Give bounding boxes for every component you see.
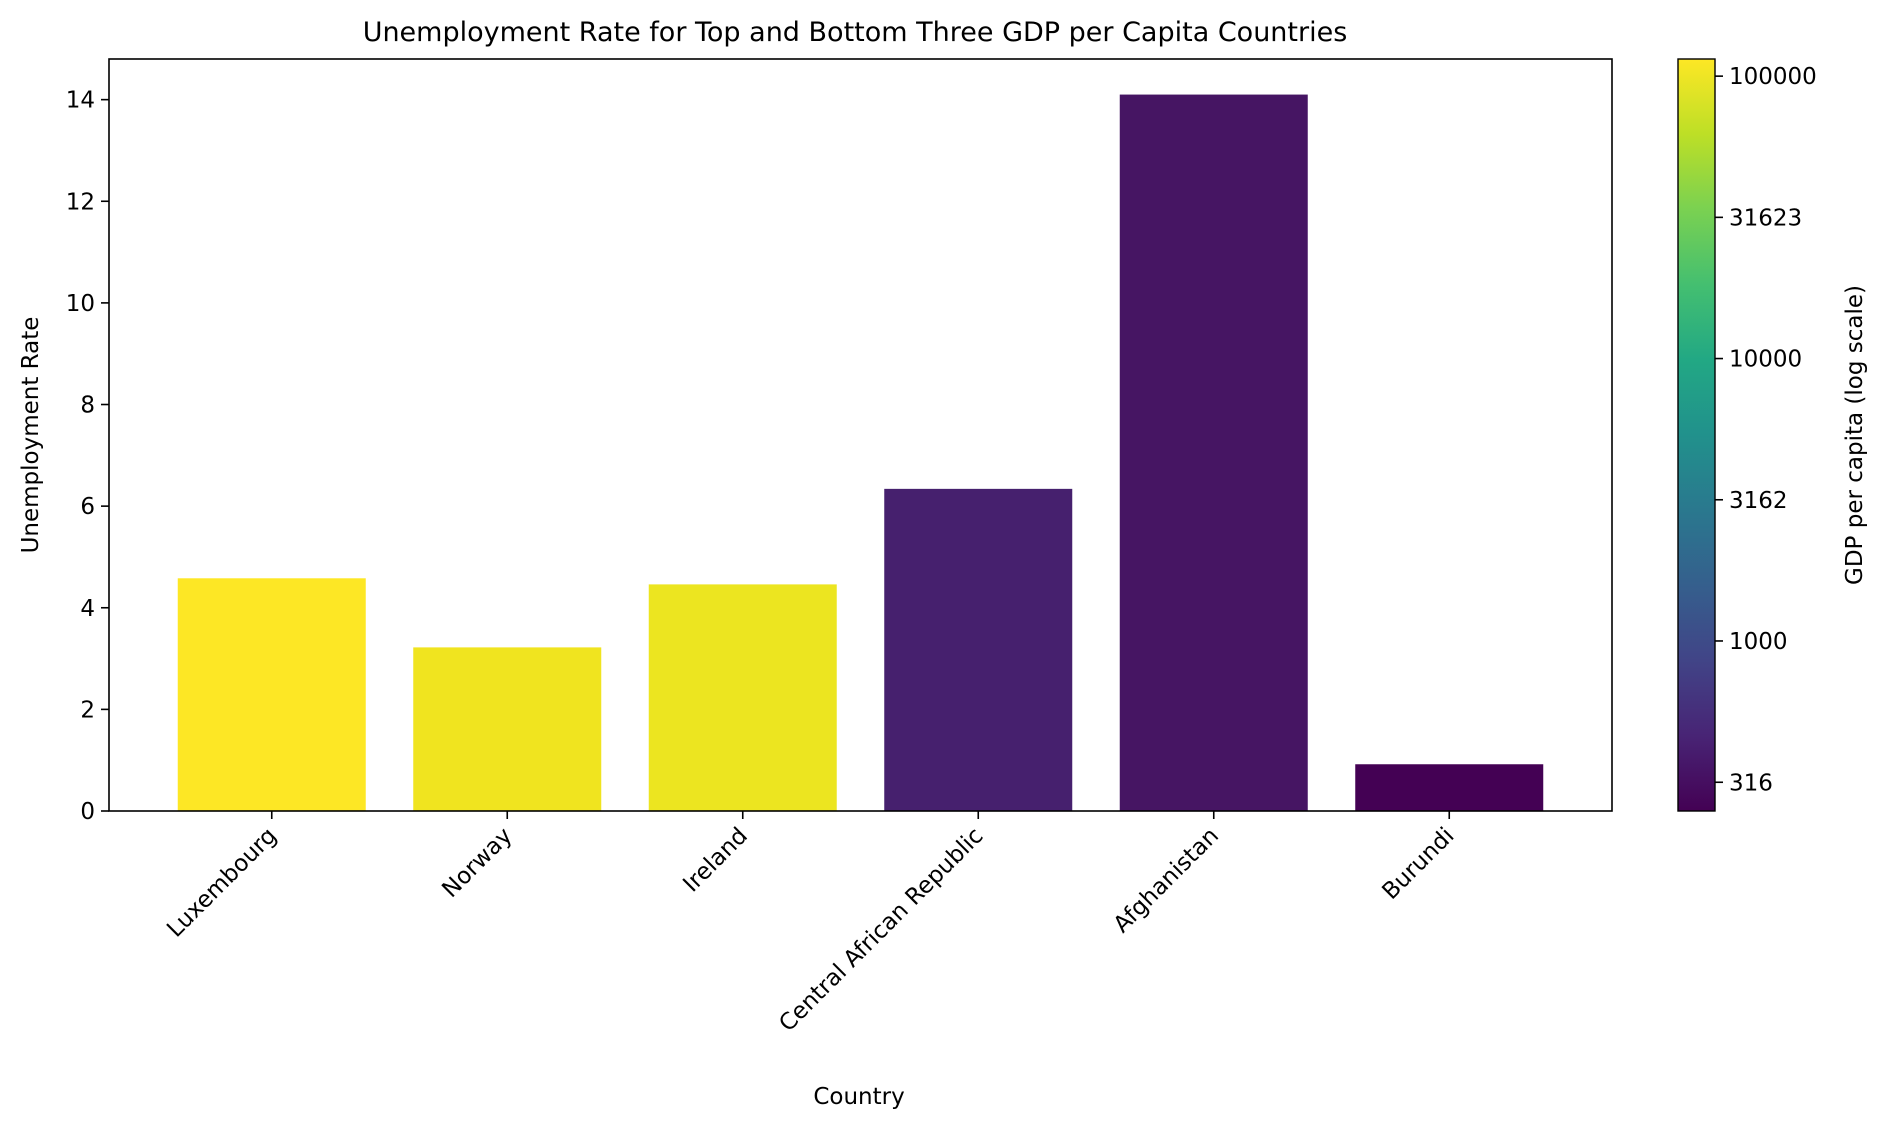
colorbar-tick-label: 1000 — [1729, 629, 1788, 655]
plot-frame — [108, 58, 1613, 812]
y-axis-label: Unemployment Rate — [18, 317, 44, 554]
colorbar-label: GDP per capita (log scale) — [1842, 285, 1868, 585]
colorbar-tick-label: 31623 — [1729, 205, 1802, 231]
bar-afghanistan — [1119, 94, 1308, 811]
bar-luxembourg — [177, 578, 366, 811]
y-tick-label: 14 — [66, 88, 95, 114]
y-tick-label: 2 — [80, 697, 95, 723]
x-tick-label: Norway — [437, 823, 517, 903]
colorbar-gradient — [1677, 58, 1716, 812]
bar-burundi — [1355, 764, 1544, 811]
y-tick-label: 8 — [80, 393, 95, 419]
bar-central-african-republic — [884, 488, 1073, 811]
x-tick-label: Luxembourg — [162, 823, 282, 943]
x-tick-label: Central African Republic — [774, 823, 988, 1037]
colorbar-tick-label: 10000 — [1729, 347, 1802, 373]
x-axis-label: Country — [813, 1084, 904, 1110]
y-tick-label: 0 — [80, 799, 95, 825]
x-tick-label: Burundi — [1377, 823, 1459, 905]
x-tick-label: Ireland — [678, 823, 753, 898]
colorbar-tick-label: 3162 — [1729, 488, 1788, 514]
y-tick-label: 4 — [80, 596, 95, 622]
y-tick-label: 12 — [66, 189, 95, 215]
x-tick-label: Afghanistan — [1109, 823, 1224, 938]
plot-area: Luxembourg Norway Ireland Central African R… — [66, 88, 1544, 1037]
colorbar-tick-label: 316 — [1729, 770, 1773, 796]
colorbar: 316 1000 3162 10000 31623 100000 — [1677, 58, 1817, 812]
y-tick-label: 10 — [66, 291, 95, 317]
bar-norway — [413, 647, 602, 811]
colorbar-tick-label: 100000 — [1729, 64, 1817, 90]
y-tick-label: 6 — [80, 494, 95, 520]
chart-title: Unemployment Rate for Top and Bottom Thr… — [363, 17, 1348, 48]
bar-ireland — [648, 584, 837, 811]
